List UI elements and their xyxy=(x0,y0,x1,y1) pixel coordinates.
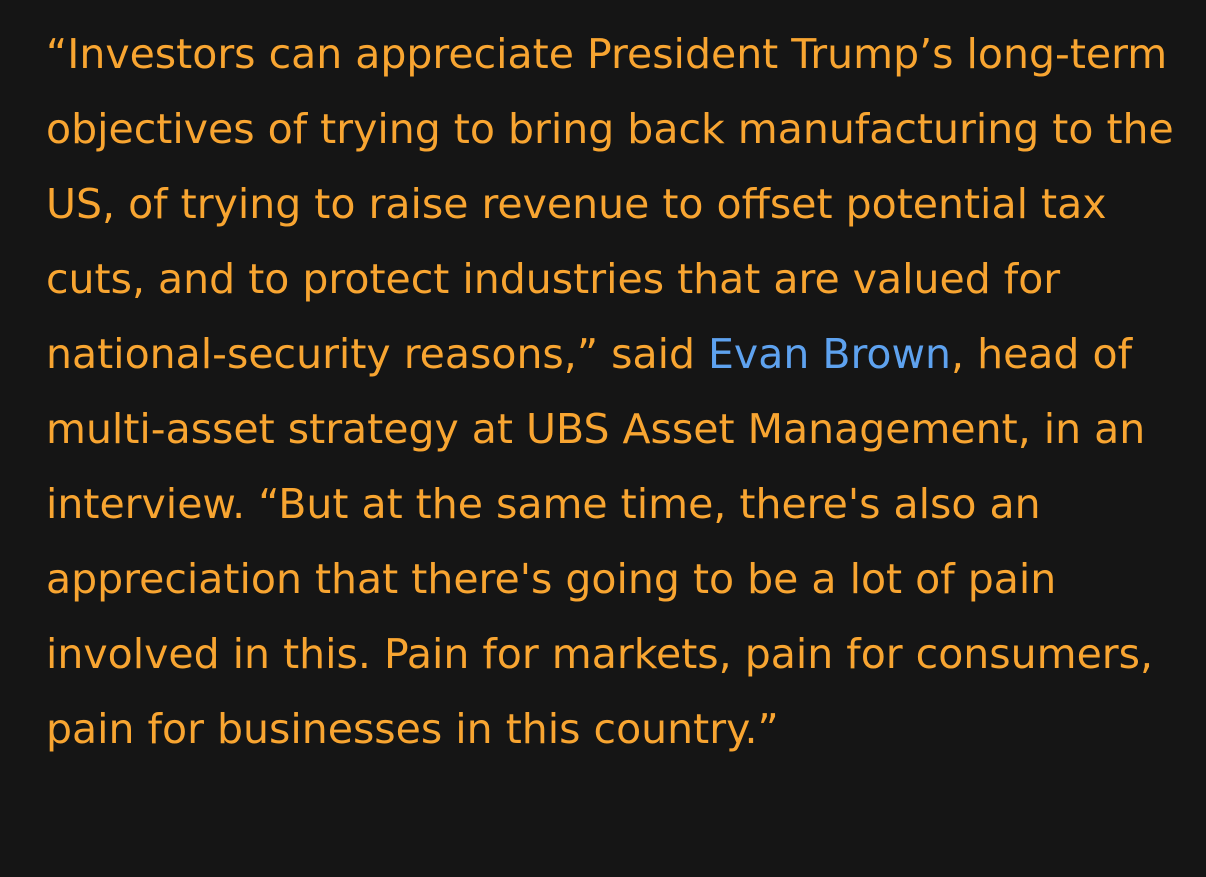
quote-text-after-link: , head of multi-asset strategy at UBS As… xyxy=(46,330,1167,753)
quote-text-before-link: “Investors can appreciate President Trum… xyxy=(46,30,1187,378)
person-link-evan-brown[interactable]: Evan Brown xyxy=(708,330,952,378)
quote-paragraph: “Investors can appreciate President Trum… xyxy=(46,17,1186,767)
article-body: “Investors can appreciate President Trum… xyxy=(46,17,1186,767)
